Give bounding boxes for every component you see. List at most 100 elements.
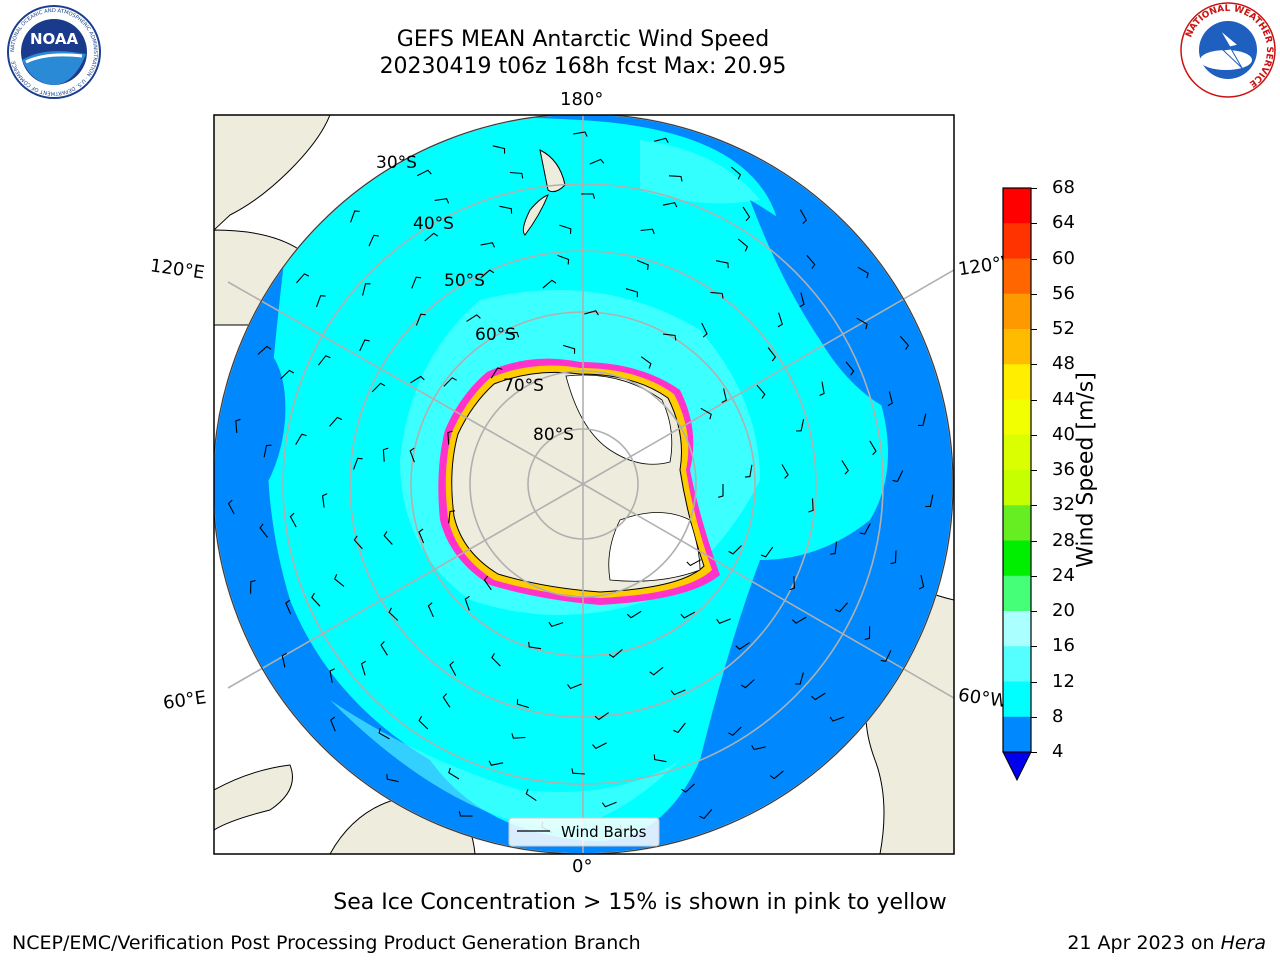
colorbar-tick-mark [1031, 611, 1037, 612]
wind-barb [492, 145, 506, 154]
wind-barb [636, 259, 649, 270]
wind-barb [892, 470, 904, 483]
colorbar-cell [1003, 611, 1031, 647]
madagascar-land [214, 764, 293, 831]
colorbar [1002, 187, 1032, 782]
wind-barb [295, 433, 307, 445]
map-subtitle: 20230419 t06z 168h fcst Max: 20.95 [379, 54, 787, 79]
wind-barb [829, 716, 845, 722]
wind-barb [415, 313, 426, 326]
colorbar-tick-label: 24 [1052, 564, 1075, 586]
wind-barb [480, 242, 495, 248]
wind-barb [516, 699, 530, 709]
wind-barb [250, 579, 256, 594]
wind-barb [447, 430, 453, 445]
colorbar-tick-label: 16 [1052, 635, 1075, 657]
wind-barb [480, 269, 495, 279]
wind-barb [573, 131, 588, 137]
wind-barb [869, 440, 877, 456]
wind-barb [418, 528, 425, 544]
colorbar-tick-label: 8 [1052, 705, 1064, 727]
wind-barb [458, 811, 473, 817]
wind-barb [464, 595, 470, 611]
footer-date: 21 Apr 2023 on Hera [1067, 932, 1266, 954]
wind-barb [584, 310, 599, 316]
wind-barb [322, 493, 328, 508]
wind-barb [654, 137, 669, 143]
wind-barb [799, 209, 807, 224]
wind-barb [448, 767, 460, 780]
colorbar-tick-mark [1031, 540, 1037, 542]
australia-land [214, 115, 331, 231]
colorbar-cell [1003, 575, 1031, 612]
wind-barb [806, 255, 816, 269]
wind-barb [329, 416, 343, 427]
colorbar-tick-mark [1031, 646, 1037, 648]
wind-barb [296, 273, 310, 284]
colorbar-tick-mark [1031, 364, 1037, 366]
wind-barb [718, 484, 724, 498]
colorbar-cell [1003, 188, 1031, 224]
wind-barb [857, 266, 869, 279]
wind-barb [589, 158, 605, 165]
colorbar-extend-arrow [1002, 751, 1032, 782]
wind-barb [670, 689, 686, 696]
wind-barb [311, 592, 321, 607]
colorbar-cell [1003, 646, 1031, 682]
wind-barb [601, 801, 617, 808]
wind-barb [662, 202, 678, 208]
wind-barb [781, 464, 789, 479]
wind-barb [317, 355, 331, 366]
wind-barb [744, 464, 753, 478]
lat-label-70s: 70°S [503, 376, 544, 396]
lat-label-30s: 30°S [376, 153, 417, 173]
noaa-logo: NATIONAL OCEANIC AND ATMOSPHERIC ADMINIS… [7, 5, 101, 99]
colorbar-tick-mark [1031, 470, 1037, 471]
wind-barb [841, 460, 849, 475]
wind-barb [735, 642, 750, 650]
wind-barb [409, 447, 415, 463]
wind-barb [388, 607, 399, 621]
wind-barb [649, 666, 664, 676]
colorbar-label: Wind Speed [m/s] [1073, 372, 1099, 568]
wind-barb [592, 742, 607, 750]
wind-barb [890, 550, 897, 565]
wind-barb [830, 541, 838, 555]
colorbar-tick-mark [1031, 329, 1037, 330]
wind-barb [819, 381, 825, 396]
ross-ice-shelf [565, 374, 673, 465]
wind-barb [594, 712, 609, 721]
colorbar-cell [1003, 329, 1031, 365]
lon-label-0: 0° [572, 856, 593, 877]
wind-barb [899, 336, 909, 350]
wind-barb [571, 768, 585, 775]
wind-barb [235, 418, 241, 433]
colorbar-cell [1003, 258, 1031, 295]
wind-barb [769, 770, 784, 780]
wind-barb [371, 382, 386, 393]
wind-barb [285, 599, 292, 615]
wind-barb [411, 276, 422, 289]
wind-barb [509, 171, 524, 179]
wind-barb [730, 166, 742, 180]
wind-barb [700, 407, 712, 420]
wind-barb [686, 559, 702, 567]
colorbar-tick-mark [1031, 716, 1037, 718]
wind-barb [777, 312, 783, 328]
wind-barb [557, 254, 570, 265]
wind-barb [263, 444, 272, 458]
colorbar-tick-label: 4 [1052, 741, 1064, 762]
wind-barb [716, 618, 731, 624]
wind-barb [525, 788, 537, 802]
colorbar-cell [1003, 540, 1031, 577]
colorbar-tick-mark [1031, 258, 1037, 260]
colorbar-tick-label: 44 [1052, 388, 1075, 410]
wind-barb [259, 523, 268, 538]
wind-barb [811, 692, 826, 701]
colorbar-tick-label: 52 [1052, 318, 1075, 339]
wind-barb [917, 413, 927, 426]
wind-barb [767, 347, 777, 362]
wind-barb [448, 510, 456, 524]
colorbar-tick-mark [1031, 188, 1037, 189]
wind-barb [880, 650, 892, 662]
